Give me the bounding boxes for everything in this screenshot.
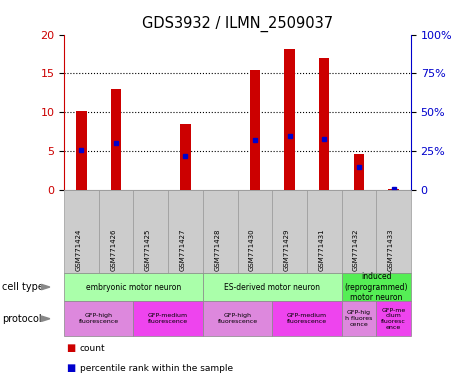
Text: GSM771429: GSM771429 xyxy=(284,228,289,271)
Bar xyxy=(285,49,294,190)
Text: percentile rank within the sample: percentile rank within the sample xyxy=(80,364,233,372)
Text: GFP-me
dium
fluoresc
ence: GFP-me dium fluoresc ence xyxy=(381,308,406,330)
Text: induced
(reprogrammed)
motor neuron: induced (reprogrammed) motor neuron xyxy=(344,272,408,302)
Bar xyxy=(180,124,190,190)
Text: GSM771428: GSM771428 xyxy=(214,228,220,271)
Text: embryonic motor neuron: embryonic motor neuron xyxy=(86,283,181,291)
Text: GFP-hig
h fluores
cence: GFP-hig h fluores cence xyxy=(345,310,372,327)
Text: GFP-medium
fluorescence: GFP-medium fluorescence xyxy=(148,313,188,324)
Text: GSM771425: GSM771425 xyxy=(145,228,151,271)
Text: GDS3932 / ILMN_2509037: GDS3932 / ILMN_2509037 xyxy=(142,15,333,31)
Text: GFP-medium
fluorescence: GFP-medium fluorescence xyxy=(287,313,327,324)
Bar xyxy=(111,89,121,190)
Text: ES-derived motor neuron: ES-derived motor neuron xyxy=(224,283,320,291)
Bar xyxy=(354,154,364,190)
Text: GSM771430: GSM771430 xyxy=(249,228,255,271)
Text: GSM771427: GSM771427 xyxy=(180,228,185,271)
Text: protocol: protocol xyxy=(2,314,42,324)
Bar xyxy=(76,111,86,190)
Text: GSM771426: GSM771426 xyxy=(110,228,116,271)
Text: GSM771432: GSM771432 xyxy=(353,228,359,271)
Bar xyxy=(250,70,260,190)
Text: ■: ■ xyxy=(66,363,76,373)
Bar xyxy=(389,189,399,190)
Text: GFP-high
fluorescence: GFP-high fluorescence xyxy=(218,313,257,324)
Bar xyxy=(319,58,329,190)
Text: GFP-high
fluorescence: GFP-high fluorescence xyxy=(79,313,119,324)
Text: cell type: cell type xyxy=(2,282,44,292)
Text: ■: ■ xyxy=(66,343,76,353)
Text: count: count xyxy=(80,344,105,353)
Text: GSM771424: GSM771424 xyxy=(76,228,82,271)
Text: GSM771433: GSM771433 xyxy=(388,228,393,271)
Text: GSM771431: GSM771431 xyxy=(318,228,324,271)
